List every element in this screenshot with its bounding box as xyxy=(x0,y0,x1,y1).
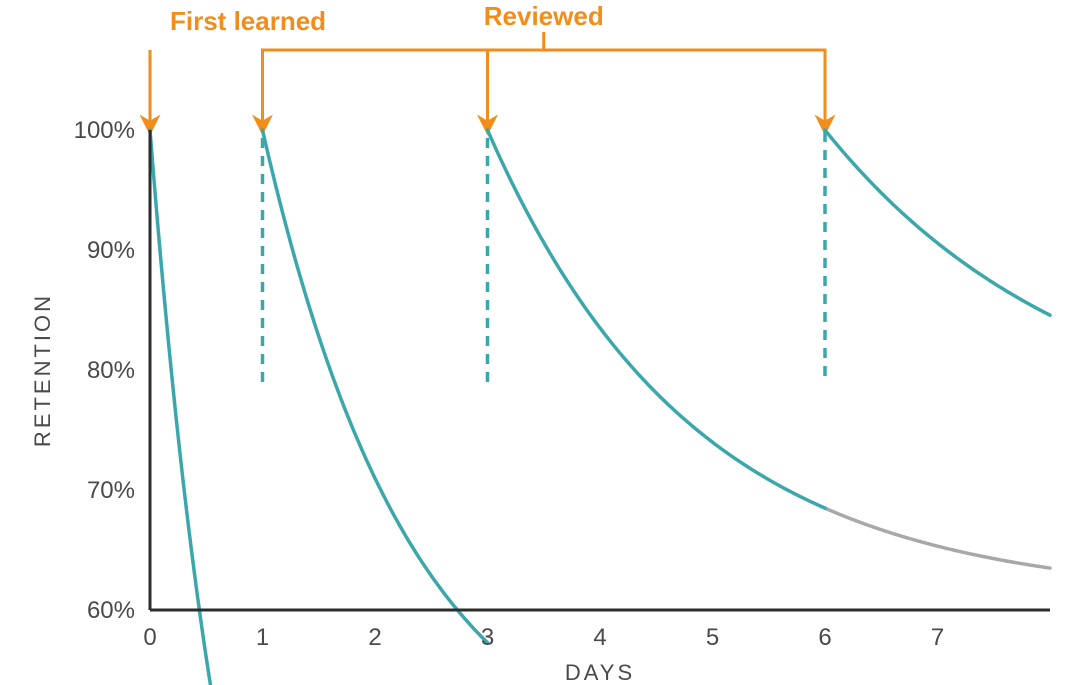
y-tick: 90% xyxy=(87,237,135,264)
review-reset-dashes xyxy=(263,130,826,382)
teal-segment xyxy=(150,130,263,685)
axes xyxy=(150,130,1050,610)
y-tick: 70% xyxy=(87,477,135,504)
gray-segment xyxy=(825,508,1050,568)
y-tick-labels: 60% 70% 80% 90% 100% xyxy=(74,117,135,624)
y-tick: 100% xyxy=(74,117,135,144)
gray-decay-curves xyxy=(825,508,1050,568)
teal-segment xyxy=(488,130,826,508)
x-tick: 0 xyxy=(143,624,156,651)
x-tick: 2 xyxy=(368,624,381,651)
teal-retention-curves xyxy=(150,130,1050,685)
y-axis-label: RETENTION xyxy=(30,293,55,447)
x-tick: 7 xyxy=(931,624,944,651)
x-tick: 3 xyxy=(481,624,494,651)
reviewed-label: Reviewed xyxy=(484,1,604,31)
y-tick: 60% xyxy=(87,597,135,624)
x-axis-label: DAYS xyxy=(565,660,635,685)
y-tick: 80% xyxy=(87,357,135,384)
x-tick: 4 xyxy=(593,624,606,651)
teal-segment xyxy=(825,130,1050,315)
header-arrows xyxy=(150,32,825,125)
x-tick: 1 xyxy=(256,624,269,651)
forgetting-curve-chart: First learned Reviewed 60%70%80%90%100% … xyxy=(0,0,1080,685)
teal-segment xyxy=(263,130,488,643)
first-learned-label: First learned xyxy=(170,6,326,36)
reviewed-bracket xyxy=(263,50,826,70)
x-tick-labels: 0 1 2 3 4 5 6 7 xyxy=(143,624,944,651)
x-tick: 5 xyxy=(706,624,719,651)
x-tick: 6 xyxy=(818,624,831,651)
